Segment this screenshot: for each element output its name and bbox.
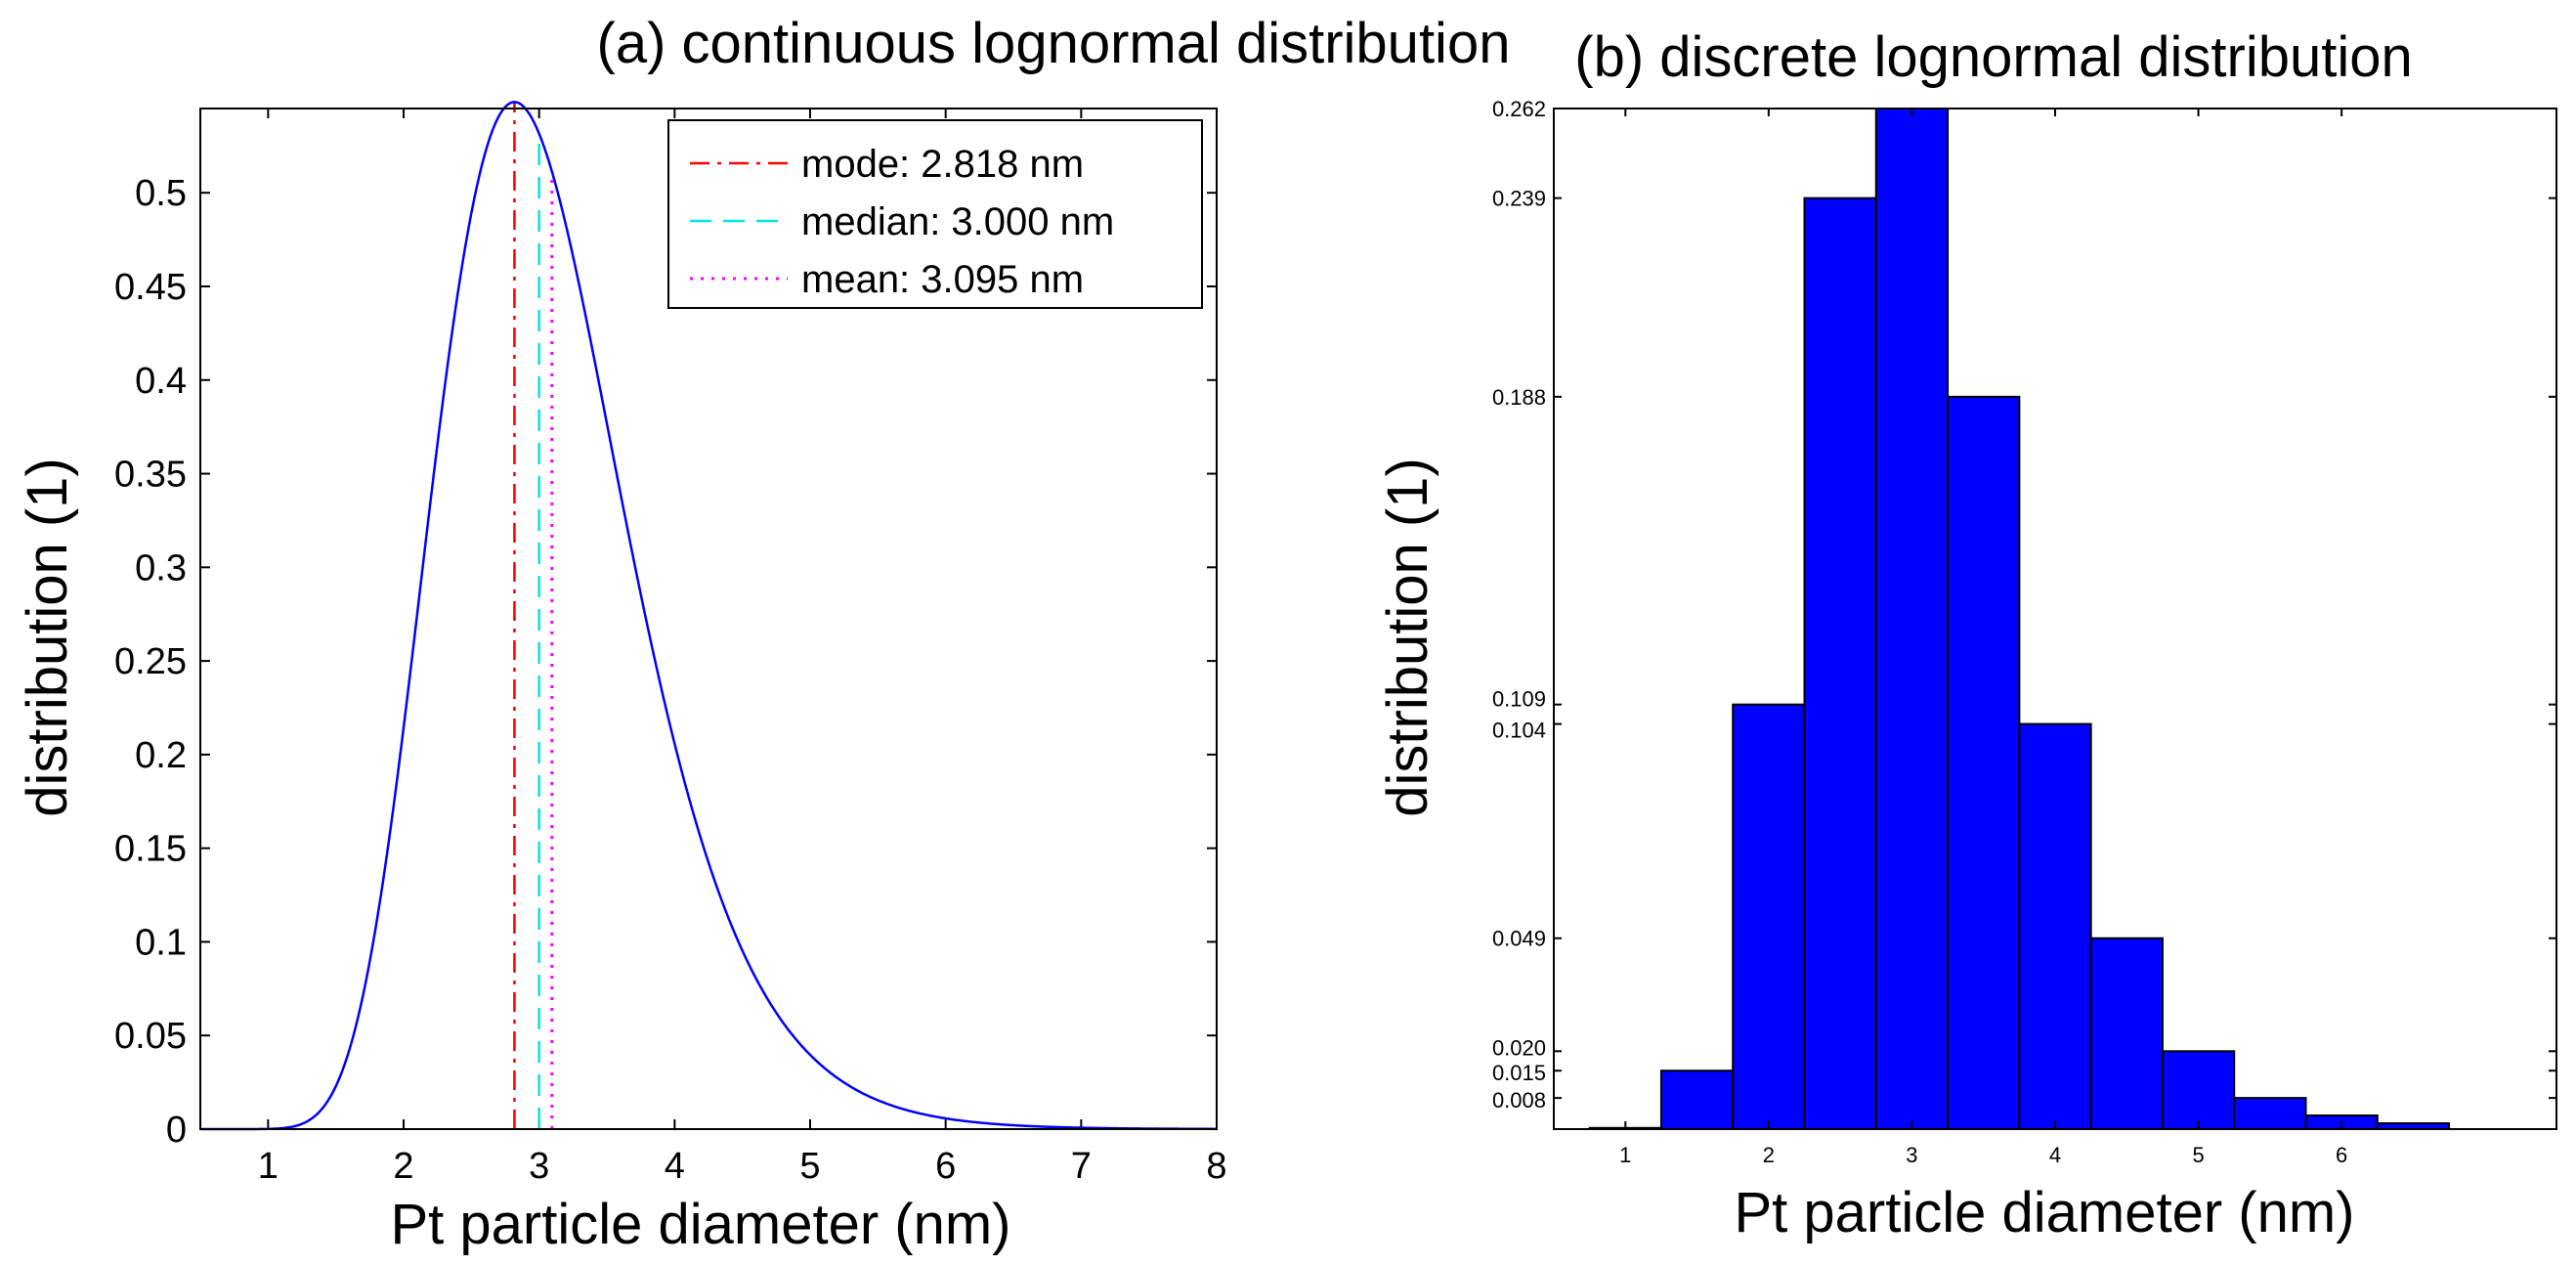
panel-b-xtick-label: 3 — [1906, 1143, 1917, 1167]
histogram-bar — [2089, 937, 2164, 1131]
histogram-bar — [1874, 108, 1950, 1130]
panel-a-ytick-label: 0.2 — [135, 735, 187, 776]
panel-a-xlabel: Pt particle diameter (nm) — [391, 1193, 1011, 1256]
panel-b-ytick-label: 0.020 — [1492, 1035, 1546, 1060]
panel-a-ytick-label: 0.15 — [114, 829, 187, 870]
panel-b-ytick-label: 0.262 — [1492, 97, 1546, 121]
panel-a-ytick-label: 0.45 — [114, 267, 187, 308]
panel-b-xtick-label: 4 — [2049, 1143, 2061, 1167]
panel-b-axes-frame — [1553, 108, 2557, 1130]
panel-a-axes-frame — [199, 108, 1218, 1130]
histogram-bar — [2161, 1050, 2236, 1130]
panel-b-ylabel: distribution (1) — [1376, 458, 1439, 816]
panel-a-ytick-label: 0.05 — [114, 1016, 187, 1057]
panel-a-xtick-label: 7 — [1071, 1146, 1092, 1187]
panel-a-reference-lines — [513, 102, 554, 1129]
panel-a-continuous: (a) continuous lognormal distribution Pt… — [16, 12, 1510, 1256]
panel-a-xtick-label: 8 — [1206, 1146, 1226, 1187]
panel-b-xtick-label: 5 — [2192, 1143, 2204, 1167]
panel-a-xtick-label: 4 — [665, 1146, 685, 1187]
panel-b-bars — [1588, 108, 2451, 1131]
panel-b-ytick-label: 0.008 — [1492, 1088, 1546, 1112]
panel-b-xlabel: Pt particle diameter (nm) — [1735, 1181, 2355, 1244]
histogram-bar — [2233, 1097, 2307, 1131]
panel-a-xtick-label: 5 — [799, 1146, 820, 1187]
panel-a-legend: mode: 2.818 nm median: 3.000 nm mean: 3.… — [667, 119, 1203, 309]
panel-a-xtick-label: 1 — [258, 1146, 279, 1187]
histogram-bar — [1732, 703, 1806, 1130]
panel-b-ytick-label: 0.015 — [1492, 1061, 1546, 1085]
panel-a-ylabel: distribution (1) — [16, 458, 79, 816]
histogram-bar — [1659, 1069, 1735, 1130]
panel-a-xtick-label: 2 — [393, 1146, 413, 1187]
panel-b-ytick-label: 0.104 — [1492, 719, 1546, 743]
panel-a-xtick-label: 6 — [935, 1146, 956, 1187]
panel-a-xtick-label: 3 — [529, 1146, 549, 1187]
panel-a-ytick-label: 0.1 — [135, 922, 187, 963]
legend-box — [667, 119, 1203, 309]
panel-a-ytick-label: 0.3 — [135, 547, 187, 589]
panel-a-ytick-label: 0.35 — [114, 455, 187, 496]
histogram-bar — [2018, 722, 2092, 1130]
panel-b-discrete: (b) discrete lognormal distribution Pt p… — [1376, 25, 2557, 1244]
panel-b-ytick-label: 0.188 — [1492, 385, 1546, 410]
lognormal-curve — [200, 101, 1217, 1131]
panel-b-xtick-label: 1 — [1619, 1143, 1631, 1167]
panel-a-ytick-label: 0 — [166, 1110, 187, 1151]
histogram-bar — [1947, 395, 2021, 1130]
legend-mean-label: mean: 3.095 nm — [801, 258, 1084, 301]
panel-a-ytick-label: 0.4 — [135, 361, 187, 402]
legend-median-label: median: 3.000 nm — [801, 200, 1114, 243]
panel-b-xtick-label: 2 — [1763, 1143, 1775, 1167]
panel-b-xtick-label: 6 — [2336, 1143, 2347, 1167]
panel-b-title: (b) discrete lognormal distribution — [1574, 25, 2412, 89]
histogram-bar — [1803, 196, 1877, 1130]
panel-b-ytick-label: 0.239 — [1492, 187, 1546, 211]
panel-a-ticks: 1 2 3 4 5 6 7 8 0 0.05 0.1 0.15 0.2 0.25 0.3 0.35 0.4 0.4… — [114, 109, 1227, 1187]
legend-mode-label: mode: 2.818 nm — [801, 143, 1084, 186]
panel-b-ytick-label: 0.049 — [1492, 927, 1546, 951]
panel-a-ytick-label: 0.5 — [135, 173, 187, 214]
panel-a-title: (a) continuous lognormal distribution — [597, 12, 1511, 75]
panel-a-ytick-label: 0.25 — [114, 641, 187, 682]
panel-b-ytick-label: 0.109 — [1492, 687, 1546, 712]
